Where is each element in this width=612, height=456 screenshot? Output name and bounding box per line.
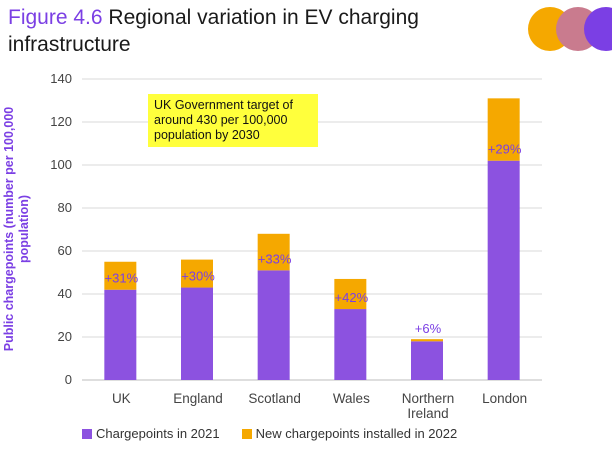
bar-2021-5 [487, 160, 520, 380]
brand-logo [528, 7, 612, 51]
legend-item-2022: New chargepoints installed in 2022 [241, 426, 458, 441]
figure-number: Figure 4.6 [8, 6, 103, 29]
legend-label-2021: Chargepoints in 2021 [96, 426, 220, 441]
x-tick-label-5: London [482, 391, 527, 406]
x-tick-label-4-line-0: Northern [402, 391, 455, 406]
y-tick-label-80: 80 [58, 200, 72, 215]
data-label-5: +29% [488, 142, 522, 157]
bar-2021-3 [334, 309, 367, 380]
bar-2021-0 [104, 289, 137, 380]
data-label-4: +6% [415, 321, 442, 336]
figure-title: Regional variation in EV charging infras… [8, 6, 419, 56]
x-tick-label-0: UK [112, 391, 131, 406]
data-label-0: +31% [105, 271, 139, 286]
bar-2022-4 [411, 339, 443, 342]
y-tick-label-20: 20 [58, 329, 72, 344]
x-tick-label-2: Scotland [248, 391, 301, 406]
legend-swatch-2022 [241, 428, 252, 439]
legend: Chargepoints in 2021 New chargepoints in… [82, 426, 457, 441]
legend-swatch-2021 [82, 428, 92, 439]
y-tick-label-100: 100 [50, 157, 72, 172]
y-tick-label-0: 0 [65, 372, 72, 387]
bar-2022-3 [334, 278, 367, 310]
y-tick-label-120: 120 [50, 114, 72, 129]
bar-2021-2 [257, 270, 290, 380]
y-tick-label-60: 60 [58, 243, 72, 258]
y-tick-label-40: 40 [58, 286, 72, 301]
x-tick-label-4-line-1: Ireland [407, 406, 448, 421]
bar-2022-2 [257, 233, 290, 271]
legend-label-2022: New chargepoints installed in 2022 [255, 426, 458, 441]
bar-2022-0 [104, 261, 137, 290]
x-tick-label-3: Wales [333, 391, 370, 406]
bar-2021-4 [411, 341, 443, 380]
legend-item-2021: Chargepoints in 2021 [82, 426, 220, 441]
y-tick-label-140: 140 [50, 71, 72, 86]
x-tick-label-1: England [173, 391, 223, 406]
bar-2022-5 [487, 98, 520, 161]
target-annotation: UK Government target of around 430 per 1… [148, 94, 318, 147]
chart-title: Figure 4.6 Regional variation in EV char… [8, 4, 478, 58]
data-label-2: +33% [258, 251, 292, 266]
data-label-1: +30% [181, 269, 215, 284]
bar-2021-1 [181, 287, 213, 380]
bar-2022-1 [181, 259, 213, 288]
logo-circle-purple [584, 7, 612, 51]
data-label-3: +42% [335, 290, 369, 305]
